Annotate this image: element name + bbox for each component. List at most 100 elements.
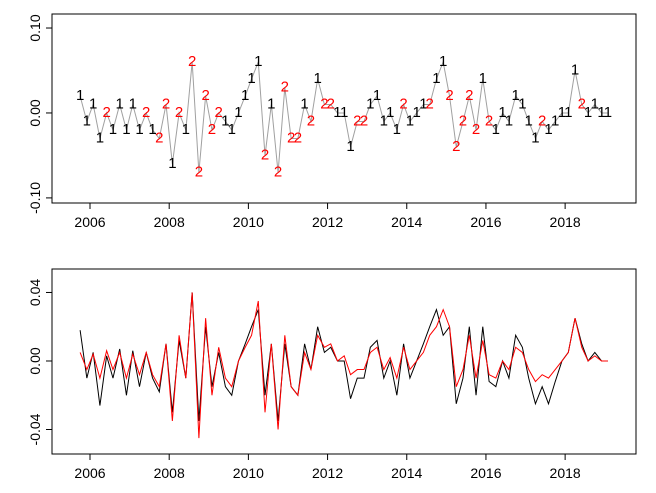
point-label: 1 xyxy=(366,95,374,112)
point-label: 1 xyxy=(168,155,176,172)
point-label: 2 xyxy=(307,112,315,129)
point-label: 1 xyxy=(221,112,229,129)
point-label: 2 xyxy=(353,112,361,129)
point-label: 2 xyxy=(472,121,480,138)
point-label: 2 xyxy=(538,112,546,129)
point-label: 1 xyxy=(333,104,341,121)
y-tick-label: -0.10 xyxy=(27,182,43,214)
point-label: 1 xyxy=(116,95,124,112)
y-tick-label: -0.04 xyxy=(27,413,43,445)
point-label: 1 xyxy=(228,121,236,138)
plot-box xyxy=(51,13,637,204)
x-tick-label: 2014 xyxy=(391,465,422,481)
point-label: 1 xyxy=(83,112,91,129)
point-label: 1 xyxy=(241,87,249,104)
point-label: 1 xyxy=(597,104,605,121)
x-tick-label: 2014 xyxy=(391,214,422,230)
point-label: 1 xyxy=(432,70,440,87)
plot-box xyxy=(51,268,637,455)
point-label: 2 xyxy=(142,104,150,121)
point-label: 2 xyxy=(459,112,467,129)
point-label: 1 xyxy=(531,129,539,146)
point-label: 1 xyxy=(479,70,487,87)
x-tick-label: 2008 xyxy=(154,465,185,481)
point-label: 1 xyxy=(129,95,137,112)
point-label: 2 xyxy=(162,95,170,112)
point-label: 1 xyxy=(76,87,84,104)
point-label: 2 xyxy=(274,163,282,180)
x-tick-label: 2012 xyxy=(312,465,343,481)
point-label: 1 xyxy=(234,104,242,121)
x-tick-label: 2008 xyxy=(154,214,185,230)
x-tick-label: 2006 xyxy=(74,214,105,230)
x-tick-label: 2010 xyxy=(233,214,264,230)
point-label: 2 xyxy=(294,129,302,146)
point-label: 1 xyxy=(591,95,599,112)
point-label: 2 xyxy=(327,95,335,112)
point-label: 1 xyxy=(380,112,388,129)
x-tick-label: 2018 xyxy=(550,214,581,230)
point-label: 1 xyxy=(313,70,321,87)
point-label: 2 xyxy=(261,146,269,163)
point-label: 1 xyxy=(584,104,592,121)
point-label: 1 xyxy=(300,95,308,112)
point-label: 2 xyxy=(102,104,110,121)
x-tick-label: 2012 xyxy=(312,214,343,230)
point-label: 2 xyxy=(360,112,368,129)
point-label: 2 xyxy=(201,87,209,104)
point-label: 1 xyxy=(604,104,612,121)
point-label: 1 xyxy=(122,121,130,138)
point-label: 1 xyxy=(247,70,255,87)
point-label: 2 xyxy=(578,95,586,112)
point-label: 2 xyxy=(155,129,163,146)
point-label: 1 xyxy=(525,112,533,129)
point-label: 1 xyxy=(419,95,427,112)
point-label: 1 xyxy=(505,112,513,129)
point-label: 2 xyxy=(195,163,203,180)
point-label: 1 xyxy=(406,112,414,129)
point-label: 2 xyxy=(485,112,493,129)
point-label: 1 xyxy=(340,104,348,121)
point-label: 1 xyxy=(439,53,447,70)
point-label: 2 xyxy=(426,95,434,112)
point-label: 1 xyxy=(564,104,572,121)
point-label: 1 xyxy=(518,95,526,112)
point-label: 2 xyxy=(188,53,196,70)
x-tick-label: 2006 xyxy=(74,465,105,481)
point-label: 1 xyxy=(386,104,394,121)
point-label: 1 xyxy=(558,104,566,121)
point-label: 1 xyxy=(135,121,143,138)
x-tick-label: 2016 xyxy=(470,465,501,481)
point-label: 2 xyxy=(399,95,407,112)
point-label: 2 xyxy=(281,78,289,95)
y-tick-label: 0.00 xyxy=(27,347,43,374)
point-label: 1 xyxy=(148,121,156,138)
point-label: 1 xyxy=(96,129,104,146)
point-label: 2 xyxy=(452,138,460,155)
point-label: 1 xyxy=(373,87,381,104)
x-tick-label: 2016 xyxy=(470,214,501,230)
series-line xyxy=(79,292,608,439)
point-label: 1 xyxy=(254,53,262,70)
point-label: 1 xyxy=(267,95,275,112)
y-tick-label: 0.10 xyxy=(27,14,43,41)
point-label: 2 xyxy=(208,121,216,138)
point-label: 1 xyxy=(346,138,354,155)
x-tick-label: 2018 xyxy=(550,465,581,481)
point-label: 2 xyxy=(320,95,328,112)
point-label: 2 xyxy=(465,87,473,104)
point-label: 1 xyxy=(412,104,420,121)
series-line xyxy=(79,60,608,173)
point-label: 2 xyxy=(175,104,183,121)
point-label: 1 xyxy=(182,121,190,138)
y-tick-label: 0.00 xyxy=(27,99,43,126)
point-label: 1 xyxy=(571,61,579,78)
point-label: 1 xyxy=(109,121,117,138)
point-label: 1 xyxy=(393,121,401,138)
y-tick-label: 0.04 xyxy=(27,279,43,306)
point-label: 1 xyxy=(544,121,552,138)
point-label: 2 xyxy=(215,104,223,121)
point-label: 1 xyxy=(498,104,506,121)
x-tick-label: 2010 xyxy=(233,465,264,481)
